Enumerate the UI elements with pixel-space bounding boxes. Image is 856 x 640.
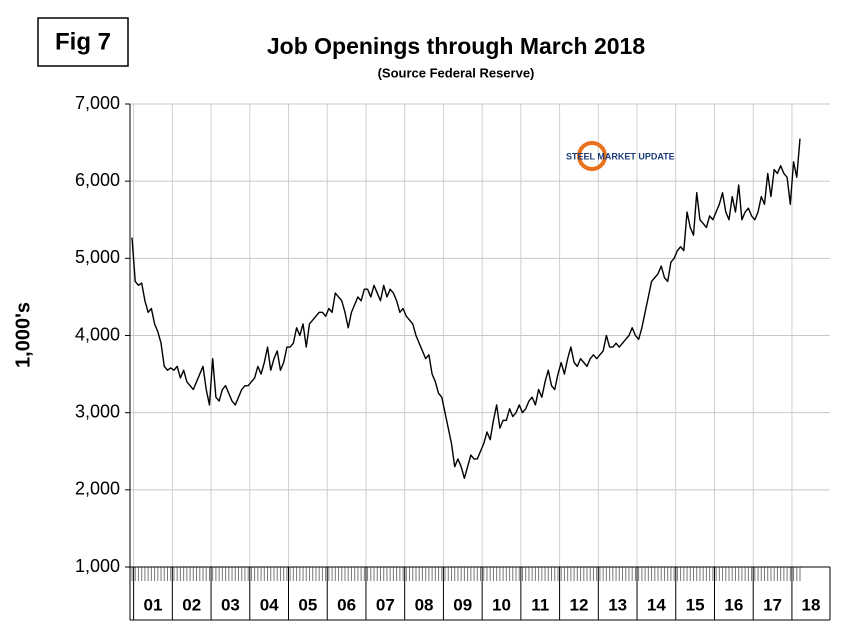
figure-label: Fig 7 bbox=[55, 28, 111, 55]
logo-text: STEEL MARKET UPDATE bbox=[566, 151, 675, 161]
x-tick-label: 13 bbox=[608, 595, 627, 614]
y-tick-label: 5,000 bbox=[75, 247, 120, 267]
x-tick-label: 18 bbox=[802, 595, 821, 614]
x-tick-label: 06 bbox=[337, 595, 356, 614]
logo-ring bbox=[577, 141, 607, 171]
y-tick-label: 7,000 bbox=[75, 93, 120, 113]
x-tick-label: 15 bbox=[686, 595, 705, 614]
y-tick-label: 2,000 bbox=[75, 479, 120, 499]
x-tick-label: 08 bbox=[415, 595, 434, 614]
y-tick-label: 4,000 bbox=[75, 324, 120, 344]
y-tick-label: 6,000 bbox=[75, 170, 120, 190]
y-axis-label: 1,000's bbox=[12, 302, 34, 368]
x-tick-label: 09 bbox=[453, 595, 472, 614]
x-tick-label: 03 bbox=[221, 595, 240, 614]
x-tick-label: 04 bbox=[260, 595, 279, 614]
x-tick-label: 17 bbox=[763, 595, 782, 614]
x-tick-label: 14 bbox=[647, 595, 666, 614]
x-tick-label: 12 bbox=[569, 595, 588, 614]
x-tick-label: 11 bbox=[531, 595, 549, 614]
data-line bbox=[131, 138, 801, 479]
x-tick-label: 05 bbox=[298, 595, 317, 614]
x-tick-label: 01 bbox=[144, 595, 163, 614]
x-tick-label: 02 bbox=[182, 595, 201, 614]
chart-title: Job Openings through March 2018 bbox=[267, 33, 645, 59]
x-tick-label: 07 bbox=[376, 595, 395, 614]
chart-subtitle: (Source Federal Reserve) bbox=[378, 65, 535, 80]
y-tick-label: 3,000 bbox=[75, 401, 120, 421]
x-tick-label: 10 bbox=[492, 595, 511, 614]
x-tick-label: 16 bbox=[724, 595, 743, 614]
figure-label-box bbox=[37, 17, 129, 67]
y-tick-label: 1,000 bbox=[75, 556, 120, 576]
logo: STEEL MARKET UPDATE bbox=[566, 141, 675, 171]
